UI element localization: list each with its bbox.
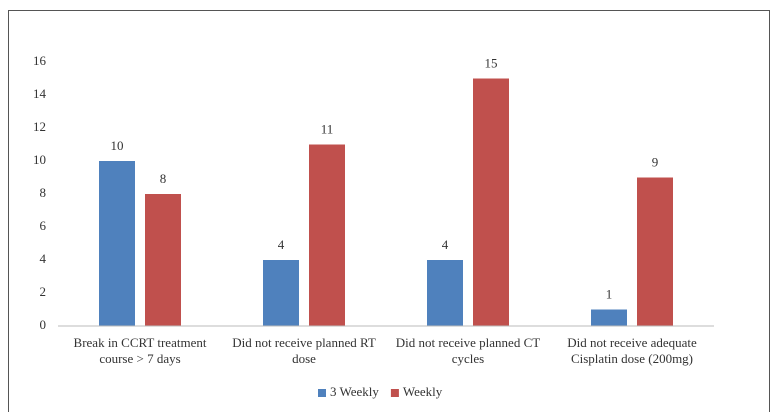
data-label: 4 xyxy=(442,237,449,252)
y-tick-label: 0 xyxy=(40,317,47,332)
bar xyxy=(145,194,181,326)
legend-label: 3 Weekly xyxy=(330,384,379,399)
data-label: 8 xyxy=(160,171,167,186)
data-label: 15 xyxy=(485,55,498,70)
bar xyxy=(473,78,509,326)
legend-label: Weekly xyxy=(403,384,443,399)
bar xyxy=(591,309,627,326)
bar xyxy=(263,260,299,326)
data-label: 11 xyxy=(321,121,334,136)
y-tick-label: 8 xyxy=(40,185,47,200)
x-tick-label: Did not receive planned RT dose xyxy=(232,335,376,366)
y-tick-label: 16 xyxy=(33,53,47,68)
x-tick-label: Did not receive adequate Cisplatin dose … xyxy=(567,335,697,366)
legend-swatch xyxy=(318,389,326,397)
data-label: 4 xyxy=(278,237,285,252)
y-tick-label: 6 xyxy=(40,218,47,233)
y-tick-label: 10 xyxy=(33,152,46,167)
bar xyxy=(637,177,673,326)
x-tick-label: Break in CCRT treatment course > 7 days xyxy=(73,335,207,366)
bar xyxy=(427,260,463,326)
y-tick-label: 4 xyxy=(40,251,47,266)
bar xyxy=(309,144,345,326)
legend-swatch xyxy=(390,389,399,397)
x-tick-label: Did not receive planned CT cycles xyxy=(395,335,541,366)
data-label: 10 xyxy=(111,138,124,153)
y-tick-label: 12 xyxy=(33,119,46,134)
data-label: 1 xyxy=(606,286,613,301)
data-label: 9 xyxy=(652,154,659,169)
bar xyxy=(99,161,135,326)
frame xyxy=(8,10,770,412)
y-tick-label: 14 xyxy=(33,86,47,101)
y-tick-label: 2 xyxy=(40,284,47,299)
